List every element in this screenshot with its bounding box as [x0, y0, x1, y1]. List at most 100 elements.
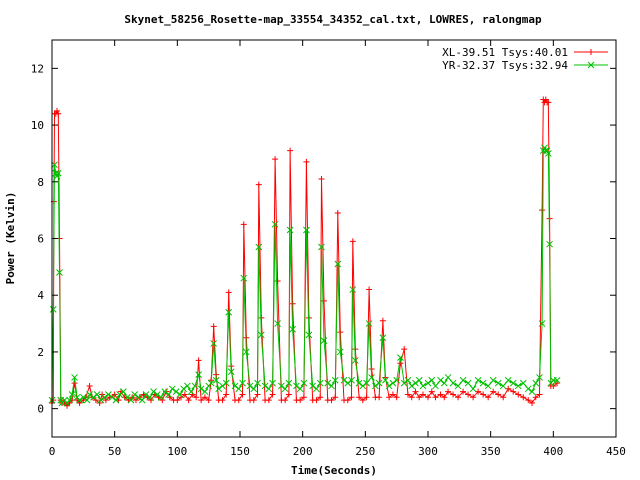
- series-1-point: [425, 394, 431, 401]
- series-1-point: [536, 391, 543, 398]
- series-1-point: [376, 394, 383, 401]
- x-tick-label: 300: [418, 445, 438, 458]
- y-axis: 0 2 4 6 8 10 12: [31, 62, 616, 416]
- x-tick-label: 200: [293, 445, 313, 458]
- series-2-point: [135, 393, 142, 401]
- series-2-point: [274, 320, 281, 327]
- series-1-point: [55, 110, 62, 117]
- series-2-point: [509, 379, 517, 387]
- x-tick-label: 50: [108, 445, 121, 458]
- series-2-point: [489, 376, 497, 384]
- series-2-point: [101, 393, 108, 401]
- series-1-point: [460, 388, 467, 395]
- series-2-point: [93, 391, 101, 398]
- series-1-point: [285, 391, 292, 398]
- series-2-point: [316, 379, 324, 387]
- series-1-point: [76, 399, 83, 406]
- series-1-point: [470, 394, 477, 401]
- series-1-point: [254, 391, 261, 398]
- series-2-point: [336, 348, 344, 356]
- series-2-point: [257, 331, 265, 339]
- series-2-point: [250, 385, 258, 393]
- series-2-point: [240, 274, 248, 282]
- series-1-point: [525, 397, 532, 404]
- series-2-point: [479, 379, 487, 387]
- series-2-point: [157, 393, 165, 401]
- y-tick-label: 2: [37, 346, 44, 359]
- series-1-point: [225, 289, 232, 296]
- series-2-point: [351, 357, 359, 364]
- series-2-point: [538, 320, 546, 327]
- x-tick-label: 350: [481, 445, 501, 458]
- series-1-point: [412, 388, 419, 395]
- series-2-point: [293, 382, 300, 390]
- plot-area: [48, 96, 561, 409]
- series-2-point: [419, 382, 427, 390]
- series-2-point: [242, 348, 250, 356]
- x-tick-label: 150: [230, 445, 250, 458]
- series-2-point: [195, 371, 202, 378]
- y-tick-label: 0: [37, 403, 44, 416]
- series-2-point: [197, 385, 205, 393]
- series-2-point: [324, 379, 332, 387]
- series-2-point: [269, 379, 276, 387]
- series-2-point: [393, 376, 401, 384]
- series-2-point: [504, 376, 512, 384]
- series-1-point: [485, 394, 492, 401]
- series-2-point: [49, 306, 57, 313]
- series-2-point: [340, 376, 348, 384]
- series-1-point: [255, 181, 262, 188]
- series-2-point: [225, 308, 233, 316]
- x-tick-label: 450: [606, 445, 626, 458]
- series-2-point: [227, 368, 235, 376]
- series-2-point: [469, 385, 477, 393]
- series-1-point: [495, 391, 502, 398]
- series-2-point: [528, 388, 536, 395]
- series-2-point: [90, 393, 97, 401]
- series-2-point: [142, 391, 150, 398]
- series-2-point: [385, 382, 393, 390]
- series-1-point: [272, 156, 279, 163]
- series-2-point: [437, 376, 444, 384]
- series-2-point: [215, 385, 223, 393]
- series-2-point: [127, 396, 135, 404]
- series-2-point: [484, 382, 492, 390]
- series-1-point: [363, 394, 370, 401]
- series-1-point: [515, 391, 522, 398]
- series-2-point: [261, 382, 269, 390]
- series-2-point: [191, 382, 199, 390]
- series-1-point: [366, 286, 373, 293]
- series-1-point: [240, 221, 247, 228]
- y-axis-title: Power (Kelvin): [4, 192, 17, 285]
- series-1-point: [195, 357, 202, 364]
- series-1-point: [529, 399, 536, 406]
- series-1-point: [86, 382, 93, 389]
- series-2-point: [210, 340, 218, 347]
- series-2-point: [281, 385, 289, 393]
- series-1-point: [389, 391, 396, 398]
- series-2-point: [289, 325, 296, 333]
- series-2-point: [328, 382, 335, 390]
- y-tick-label: 8: [37, 176, 44, 189]
- series-2-point: [334, 260, 342, 268]
- series-1-point: [379, 317, 386, 324]
- series-1-point: [274, 278, 281, 285]
- series-2-point: [271, 220, 279, 228]
- series-1-point: [300, 394, 307, 401]
- series-1-point: [334, 209, 341, 216]
- y-tick-label: 4: [37, 289, 44, 302]
- series-1-point: [539, 207, 546, 214]
- series-2-point: [536, 374, 543, 381]
- series-1-point: [198, 397, 205, 404]
- series-2-point: [474, 376, 482, 384]
- series-2-point: [344, 379, 352, 387]
- x-tick-label: 100: [167, 445, 187, 458]
- legend-label: YR-32.37 Tsys:32.94: [442, 59, 568, 72]
- series-1-point: [500, 394, 507, 401]
- series-2-point: [165, 391, 172, 398]
- series-2-point: [265, 385, 273, 393]
- legend-marker: [587, 61, 595, 69]
- series-1-point: [554, 380, 561, 387]
- series-1-point: [356, 394, 363, 401]
